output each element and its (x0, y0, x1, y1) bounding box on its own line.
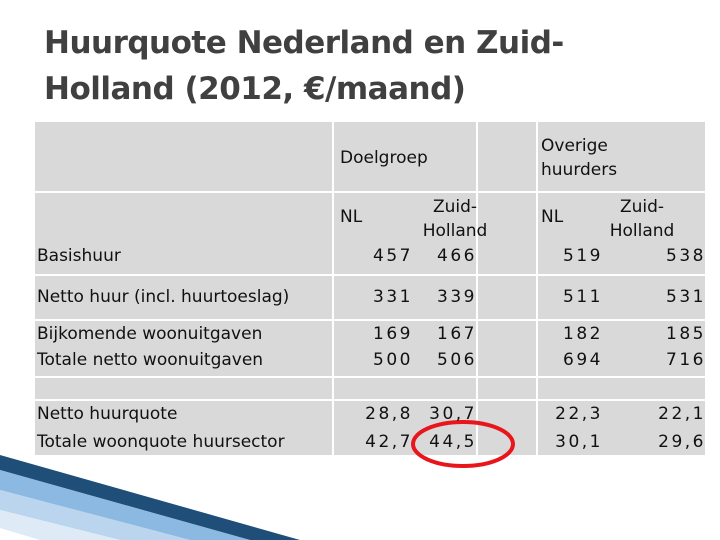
column-header: NL (541, 207, 564, 227)
cell-value: 519 (563, 246, 603, 266)
cell-value: 457 (373, 246, 413, 266)
cell-value: 531 (666, 287, 706, 307)
cell-value: 30,7 (429, 404, 477, 424)
column-header: NL (340, 207, 363, 227)
row-label: Bijkomende woonuitgaven (37, 324, 263, 344)
title-line: Huurquote Nederland en Zuid- (44, 25, 564, 61)
row-label: Totale woonquote huursector (37, 432, 285, 452)
cell-value: 28,8 (365, 404, 413, 424)
column-header: Zuid-Holland (422, 197, 488, 241)
cell-value: 22,3 (555, 404, 603, 424)
cell-value: 331 (373, 287, 413, 307)
cell-value: 185 (666, 324, 706, 344)
group-header: Doelgroep (340, 148, 428, 168)
cell-value: 500 (373, 350, 413, 370)
cell-value: 511 (563, 287, 603, 307)
cell-value: 339 (437, 287, 477, 307)
group-header: Overige huurders (541, 136, 618, 180)
cell-value: 182 (563, 324, 603, 344)
row-label: Netto huurquote (37, 404, 178, 424)
decoration (0, 455, 300, 540)
highlight-ellipse (411, 420, 515, 468)
row-label: Netto huur (incl. huurtoeslag) (37, 287, 290, 307)
row-label: Totale netto woonuitgaven (37, 350, 264, 370)
cell-value: 466 (437, 246, 477, 266)
cell-value: 22,1 (658, 404, 706, 424)
cell-value: 716 (666, 350, 706, 370)
cell-value: 30,1 (555, 432, 603, 452)
title-line: Holland (2012, €/maand) (44, 71, 466, 107)
cell-value: 506 (437, 350, 477, 370)
table-grid (35, 122, 705, 455)
row-label: Basishuur (37, 246, 121, 266)
cell-value: 169 (373, 324, 413, 344)
cell-value: 694 (563, 350, 603, 370)
cell-value: 538 (666, 246, 706, 266)
cell-value: 42,7 (365, 432, 413, 452)
cell-value: 167 (437, 324, 477, 344)
column-header: Zuid-Holland (609, 197, 675, 241)
cell-value: 44,5 (429, 432, 477, 452)
cell-value: 29,6 (658, 432, 706, 452)
